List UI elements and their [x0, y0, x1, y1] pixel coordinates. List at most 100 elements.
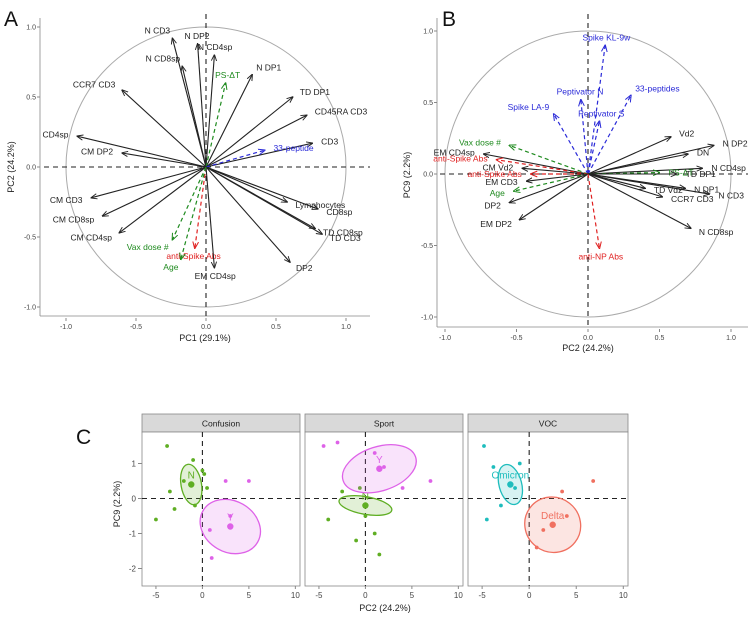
vector-label-anti-np-abs: anti-NP Abs: [578, 251, 623, 261]
vector-label-n-cd3: N CD3: [718, 190, 744, 200]
facet-title-voc: VOC: [539, 419, 557, 429]
point-n: [354, 538, 359, 543]
vector-peptivator-n: [581, 100, 589, 175]
panel-b: B PC2 (24.2%) PC9 (2.2%) -1.0 -0.5 0.0 0.5 1…: [402, 8, 748, 353]
facet-sport: Sport -5 0 5 10 N Y: [304, 413, 464, 600]
facet-panel: [467, 431, 629, 587]
vector-cm-cd4sp: [119, 166, 207, 233]
vector-dp2: [205, 166, 290, 262]
point-y: [207, 528, 212, 532]
vector-label-n-cd8sp: N CD8sp: [699, 227, 734, 237]
facet-title-confusion: Confusion: [202, 419, 241, 429]
point-n: [167, 489, 172, 494]
x-tick-label: 5: [574, 591, 579, 600]
vector-label-ps-t: PS-ΔT: [668, 167, 693, 177]
c-y-tick-label: -2: [129, 565, 137, 574]
y-tick-label: -0.5: [24, 235, 36, 242]
vector-label-em-cd4sp: EM CD4sp: [195, 271, 236, 281]
vector-label-em-dp2: EM DP2: [480, 219, 512, 229]
vector-vd2: [587, 137, 671, 175]
y-tick-label: 0.5: [26, 95, 36, 102]
vector-label-em-cd4sp: EM CD4sp: [434, 147, 475, 157]
centroid-y: [227, 523, 234, 530]
vector-label-dp2: DP2: [484, 200, 501, 210]
point-n: [193, 503, 197, 508]
point-n: [181, 479, 186, 483]
point-n: [191, 458, 196, 462]
point-n: [165, 444, 169, 448]
x-tick-label: -1.0: [439, 335, 451, 342]
vector-label-ps-t: PS-ΔT: [215, 70, 240, 80]
point-delta: [534, 545, 539, 550]
vector-label-33-peptide: 33-peptide: [273, 143, 313, 153]
point-n: [202, 472, 207, 476]
panel-b-label: B: [442, 8, 456, 31]
vector-age: [514, 173, 589, 191]
vector-cd4sp: [77, 136, 207, 168]
vector-label-spike-la-9: Spike LA-9: [508, 102, 550, 112]
panel-b-xlabel: PC2 (24.2%): [562, 343, 614, 353]
group-label-y: Y: [227, 513, 234, 524]
x-tick-label: 0: [527, 591, 532, 600]
x-tick-label: -1.0: [60, 324, 72, 331]
vector-label-cm-cd4sp: CM CD4sp: [70, 233, 112, 243]
x-tick-label: 0.0: [201, 324, 211, 331]
x-tick-label: 0: [200, 591, 205, 600]
vector-em-cd3: [527, 173, 589, 181]
y-tick-label: -1.0: [421, 315, 433, 322]
vector-n-cd8sp: [182, 66, 207, 168]
point-y: [209, 556, 214, 560]
point-y: [372, 451, 377, 455]
vector-vax-dose: [172, 166, 207, 240]
point-omicron: [517, 461, 522, 466]
vector-label-n-cd4sp: N CD4sp: [198, 42, 233, 52]
x-tick-label: 10: [619, 591, 628, 600]
point-delta: [591, 479, 596, 483]
x-tick-label: 0.5: [655, 335, 665, 342]
vector-label-cm-cd8sp: CM CD8sp: [53, 214, 95, 224]
vector-label-vax-dose: Vax dose #: [459, 138, 501, 148]
vector-label-anti-spike-abs: anti-Spike Abs: [433, 153, 487, 163]
vector-label-cd3: CD3: [321, 136, 338, 146]
panel-c: C PC2 (24.2%) PC9 (2.2%) 10-1-2Confusion…: [76, 413, 629, 613]
vector-em-dp2: [519, 173, 589, 220]
vector-em-cd4sp: [484, 154, 589, 175]
vector-anti-spike-abs: [496, 160, 589, 175]
point-n: [154, 517, 158, 522]
vector-age: [181, 166, 207, 259]
facet-panel: [141, 431, 301, 587]
vector-td-dp1: [205, 97, 293, 168]
x-tick-label: 1.0: [341, 324, 351, 331]
vector-ccr7-cd3: [122, 90, 207, 168]
vector-label-n-cd3: N CD3: [145, 25, 171, 35]
y-tick-label: 1.0: [423, 29, 433, 36]
vector-label-age: Age: [490, 188, 505, 198]
point-n: [340, 489, 345, 494]
vector-label-n-cd4sp: N CD4sp: [711, 163, 746, 173]
point-omicron: [482, 444, 486, 448]
vector-spike-la-9: [554, 114, 589, 175]
centroid-delta: [549, 521, 556, 528]
vector-label-dp2: DP2: [296, 263, 313, 273]
vector-cm-vd2: [522, 168, 589, 175]
point-delta: [564, 514, 569, 518]
x-tick-label: 0.5: [271, 324, 281, 331]
vector-dn: [587, 154, 688, 175]
panel-a: A PC1 (29.1%) PC2 (24.2%) -1.0 -0.5 0.0 0.5…: [4, 8, 370, 343]
vector-cm-cd3: [91, 166, 207, 198]
facet-voc: VOC -5 0 5 10 Omicron Delta: [467, 413, 629, 600]
vector-n-cd4sp: [205, 55, 214, 168]
vector-label-cd4sp: CD4sp: [42, 129, 68, 139]
x-tick-label: 0.0: [583, 335, 593, 342]
panel-c-xlabel: PC2 (24.2%): [359, 603, 411, 613]
x-tick-label: -5: [152, 591, 160, 600]
point-omicron: [484, 517, 489, 522]
vector-cd45ra-cd3: [205, 115, 307, 168]
vector-n-dp2: [587, 145, 714, 175]
point-n: [205, 486, 209, 490]
vector-label-td-cd3: TD CD3: [330, 233, 361, 243]
point-y: [382, 465, 386, 469]
vector-cm-dp2: [122, 153, 207, 168]
vector-cm-cd8sp: [102, 166, 207, 216]
centroid-n: [362, 502, 369, 509]
